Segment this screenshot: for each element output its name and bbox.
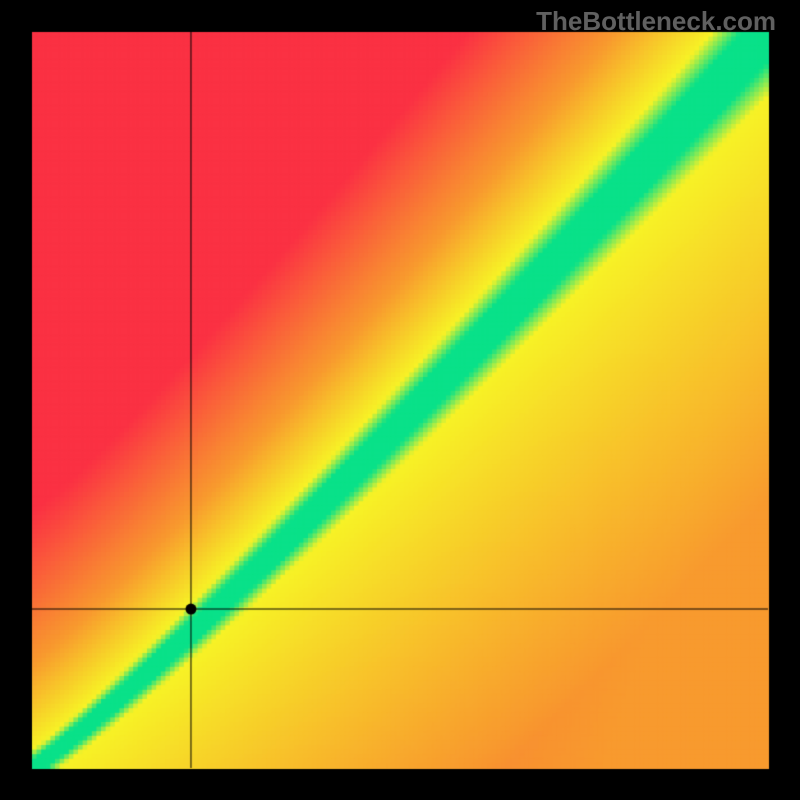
bottleneck-heatmap bbox=[0, 0, 800, 800]
watermark-text: TheBottleneck.com bbox=[536, 6, 776, 37]
chart-container: TheBottleneck.com bbox=[0, 0, 800, 800]
